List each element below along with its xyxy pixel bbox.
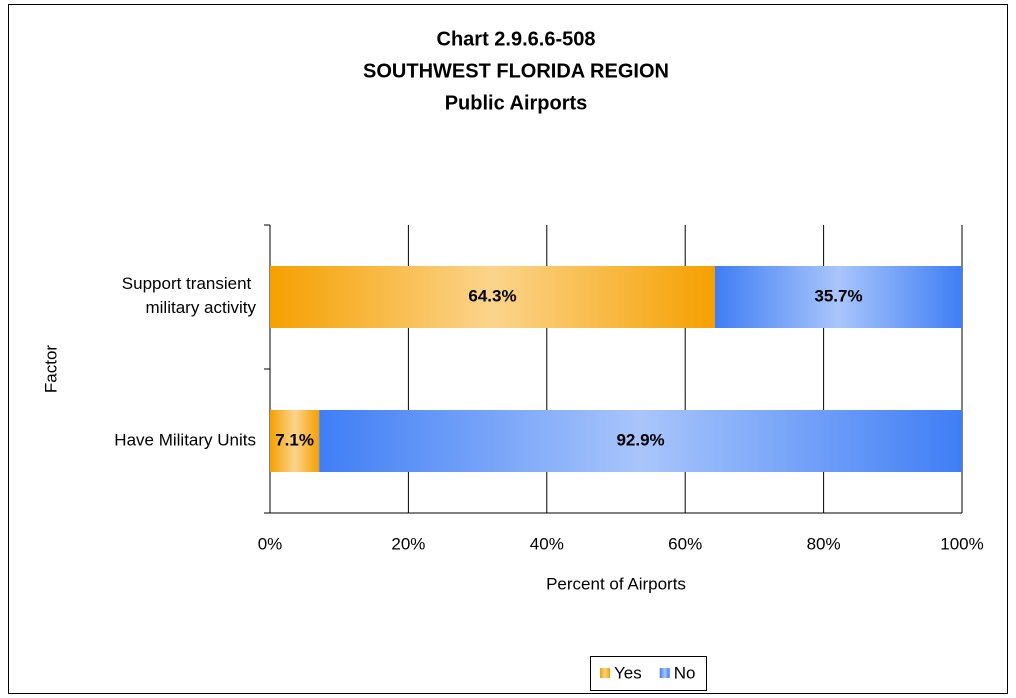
x-tick-label: 80% bbox=[807, 534, 841, 553]
x-tick-label: 60% bbox=[668, 534, 702, 553]
x-tick-label: 40% bbox=[530, 534, 564, 553]
x-tick-label: 20% bbox=[391, 534, 425, 553]
data-label: 64.3% bbox=[468, 286, 516, 305]
legend-label: No bbox=[674, 663, 696, 682]
y-axis-label: Factor bbox=[41, 345, 60, 394]
chart-title: Chart 2.9.6.6-508 bbox=[437, 28, 596, 50]
chart-border bbox=[8, 4, 1008, 694]
bar bbox=[714, 266, 962, 328]
legend-swatch bbox=[600, 668, 610, 678]
legend-swatch bbox=[659, 668, 670, 678]
bar bbox=[319, 410, 963, 472]
y-tick-label: Have Military Units bbox=[114, 430, 256, 449]
data-label: 35.7% bbox=[814, 286, 862, 305]
chart-title: Public Airports bbox=[445, 92, 588, 114]
chart-title: SOUTHWEST FLORIDA REGION bbox=[363, 60, 669, 82]
data-label: 7.1% bbox=[275, 430, 314, 449]
data-label: 92.9% bbox=[616, 430, 664, 449]
y-tick-label: Support transient military activity bbox=[122, 274, 257, 317]
x-tick-label: 100% bbox=[940, 534, 983, 553]
x-axis-label: Percent of Airports bbox=[546, 574, 686, 593]
bar bbox=[270, 266, 715, 328]
x-tick-label: 0% bbox=[258, 534, 283, 553]
bar bbox=[270, 410, 320, 472]
legend-label: Yes bbox=[614, 663, 642, 682]
